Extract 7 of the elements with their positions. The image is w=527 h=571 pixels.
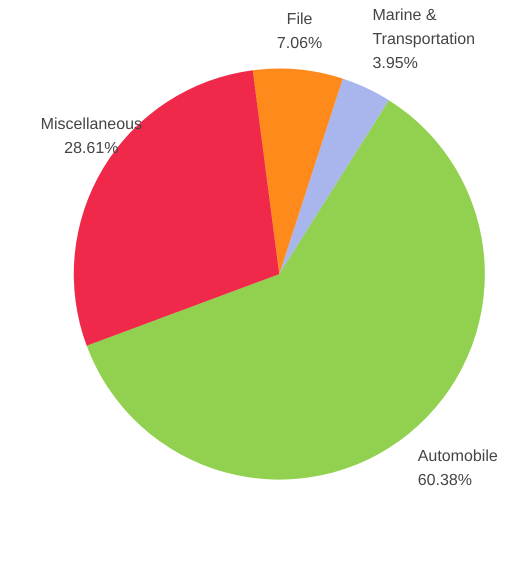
data-label: 28.61% bbox=[64, 140, 118, 158]
slice-label: Marine & Transportation bbox=[372, 6, 476, 48]
slice-label: Automobile bbox=[418, 448, 498, 465]
data-label: 3.95% bbox=[372, 54, 418, 72]
data-label: 60.38% bbox=[418, 472, 472, 489]
data-label: 7.06% bbox=[276, 34, 322, 52]
slice-label: File bbox=[286, 10, 313, 28]
